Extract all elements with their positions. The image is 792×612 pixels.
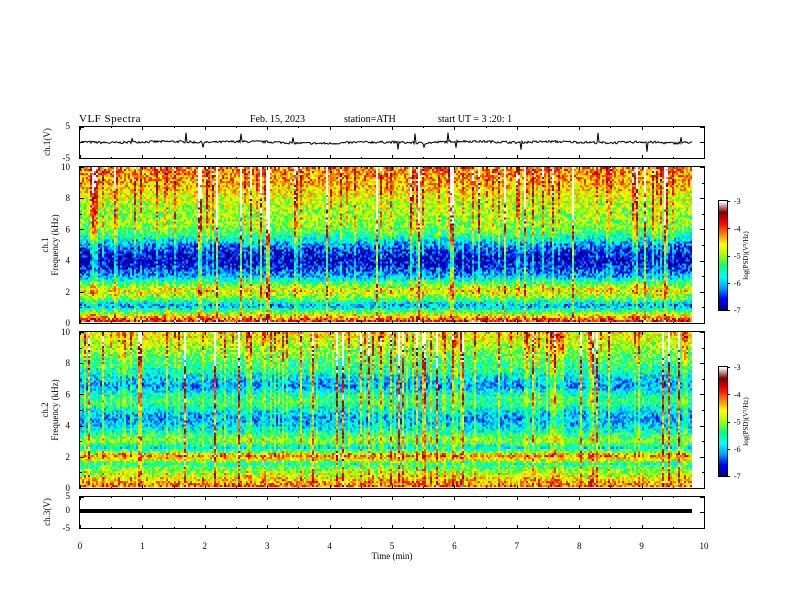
x-tick-label: 9 xyxy=(639,541,644,551)
ch1-spectrogram-image xyxy=(80,167,692,322)
colorbar-tick-label: -6 xyxy=(734,445,741,454)
x-tick-label: 0 xyxy=(78,541,83,551)
spectrogram-ytick-label: 10 xyxy=(61,162,71,172)
spectrogram-ytick-label: 2 xyxy=(66,452,71,462)
colorbar-tick-label: -3 xyxy=(734,363,741,372)
spectrogram-ytick-label: 6 xyxy=(66,389,71,399)
x-tick-label: 4 xyxy=(327,541,332,551)
spectrogram-ytick-label: 6 xyxy=(66,224,71,234)
x-tick-label: 3 xyxy=(265,541,270,551)
spectrogram-channel-label: ch.1 xyxy=(40,237,50,252)
spectrogram-ytick-label: 4 xyxy=(66,256,71,266)
ch1-colorbar xyxy=(719,201,727,310)
x-axis-label: Time (min) xyxy=(372,551,413,561)
x-tick-label: 7 xyxy=(515,541,520,551)
ch3-waveform-ylabel: ch.3(V) xyxy=(42,498,52,526)
ch1-ytick-label: -5 xyxy=(63,153,71,163)
spectrogram-ylabel: Frequency (kHz) xyxy=(50,379,60,440)
colorbar-tick-label: -4 xyxy=(734,224,741,233)
ch1-ytick-label: 5 xyxy=(66,121,71,131)
colorbar-tick-label: -5 xyxy=(734,252,741,261)
spectrogram-ytick-label: 8 xyxy=(66,193,71,203)
ch2-colorbar-frame xyxy=(718,366,728,477)
ch2-colorbar xyxy=(719,367,727,476)
x-tick-label: 5 xyxy=(390,541,395,551)
colorbar-label: log(PSD)(V²/Hz) xyxy=(742,231,750,280)
ch1-spectrogram-frame xyxy=(79,166,705,324)
spectrogram-ytick-label: 8 xyxy=(66,358,71,368)
colorbar-tick-label: -7 xyxy=(734,472,741,481)
ch2-spectrogram-image xyxy=(80,332,692,487)
spectrogram-ytick-label: 2 xyxy=(66,287,71,297)
colorbar-tick-label: -5 xyxy=(734,418,741,427)
ch3-waveform-line xyxy=(80,509,692,513)
spectrogram-ytick-label: 0 xyxy=(66,483,71,493)
spectrogram-ytick-label: 0 xyxy=(66,318,71,328)
x-tick-label: 10 xyxy=(700,541,710,551)
colorbar-tick-label: -6 xyxy=(734,279,741,288)
chart-title: VLF Spectra xyxy=(79,113,142,125)
colorbar-tick-label: -7 xyxy=(734,306,741,315)
spectrogram-ylabel: Frequency (kHz) xyxy=(50,214,60,275)
colorbar-tick-label: -4 xyxy=(734,390,741,399)
ch3-ytick-label: 0 xyxy=(66,505,71,515)
colorbar-label: log(PSD)(V²/Hz) xyxy=(742,397,750,446)
ch2-spectrogram-frame xyxy=(79,331,705,489)
ch3-ytick-label: 5 xyxy=(66,491,71,501)
start-time-label: start UT = 3 :20: 1 xyxy=(438,114,513,125)
x-tick-label: 2 xyxy=(203,541,208,551)
spectrogram-channel-label: ch.2 xyxy=(40,402,50,417)
colorbar-tick-label: -3 xyxy=(734,197,741,206)
ch1-waveform-ylabel: ch.1(V) xyxy=(42,128,52,156)
ch3-ytick-label: -5 xyxy=(63,523,71,533)
x-tick-label: 8 xyxy=(577,541,582,551)
ch1-waveform-line xyxy=(79,132,693,152)
ch1-colorbar-frame xyxy=(718,200,728,311)
date-label: Feb. 15, 2023 xyxy=(250,114,305,125)
x-tick-label: 1 xyxy=(140,541,145,551)
spectrogram-ytick-label: 10 xyxy=(61,327,71,337)
x-tick-label: 6 xyxy=(452,541,457,551)
spectrogram-ytick-label: 4 xyxy=(66,421,71,431)
station-label: station=ATH xyxy=(344,114,396,125)
